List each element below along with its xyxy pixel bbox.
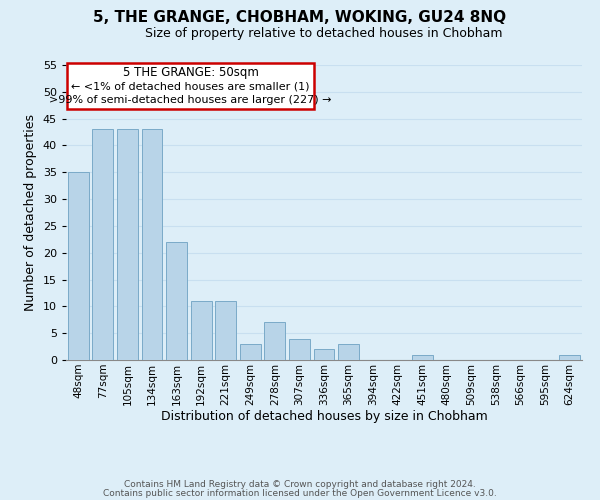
Text: Contains HM Land Registry data © Crown copyright and database right 2024.: Contains HM Land Registry data © Crown c… bbox=[124, 480, 476, 489]
X-axis label: Distribution of detached houses by size in Chobham: Distribution of detached houses by size … bbox=[161, 410, 487, 424]
Bar bbox=[265, 322, 286, 360]
Text: 5 THE GRANGE: 50sqm: 5 THE GRANGE: 50sqm bbox=[123, 66, 259, 79]
Y-axis label: Number of detached properties: Number of detached properties bbox=[24, 114, 37, 311]
Text: ← <1% of detached houses are smaller (1): ← <1% of detached houses are smaller (1) bbox=[71, 81, 310, 91]
Bar bbox=[67, 64, 314, 109]
Text: Contains public sector information licensed under the Open Government Licence v3: Contains public sector information licen… bbox=[103, 488, 497, 498]
Text: 5, THE GRANGE, CHOBHAM, WOKING, GU24 8NQ: 5, THE GRANGE, CHOBHAM, WOKING, GU24 8NQ bbox=[94, 10, 506, 25]
Bar bbox=[191, 301, 212, 360]
Title: Size of property relative to detached houses in Chobham: Size of property relative to detached ho… bbox=[145, 27, 503, 40]
Bar bbox=[142, 130, 163, 360]
Bar bbox=[68, 172, 89, 360]
Bar bbox=[559, 354, 580, 360]
Text: >99% of semi-detached houses are larger (227) →: >99% of semi-detached houses are larger … bbox=[49, 95, 332, 105]
Bar bbox=[314, 350, 334, 360]
Bar bbox=[338, 344, 359, 360]
Bar bbox=[166, 242, 187, 360]
Bar bbox=[215, 301, 236, 360]
Bar bbox=[289, 338, 310, 360]
Bar bbox=[412, 354, 433, 360]
Bar bbox=[240, 344, 261, 360]
Bar bbox=[92, 130, 113, 360]
Bar bbox=[117, 130, 138, 360]
